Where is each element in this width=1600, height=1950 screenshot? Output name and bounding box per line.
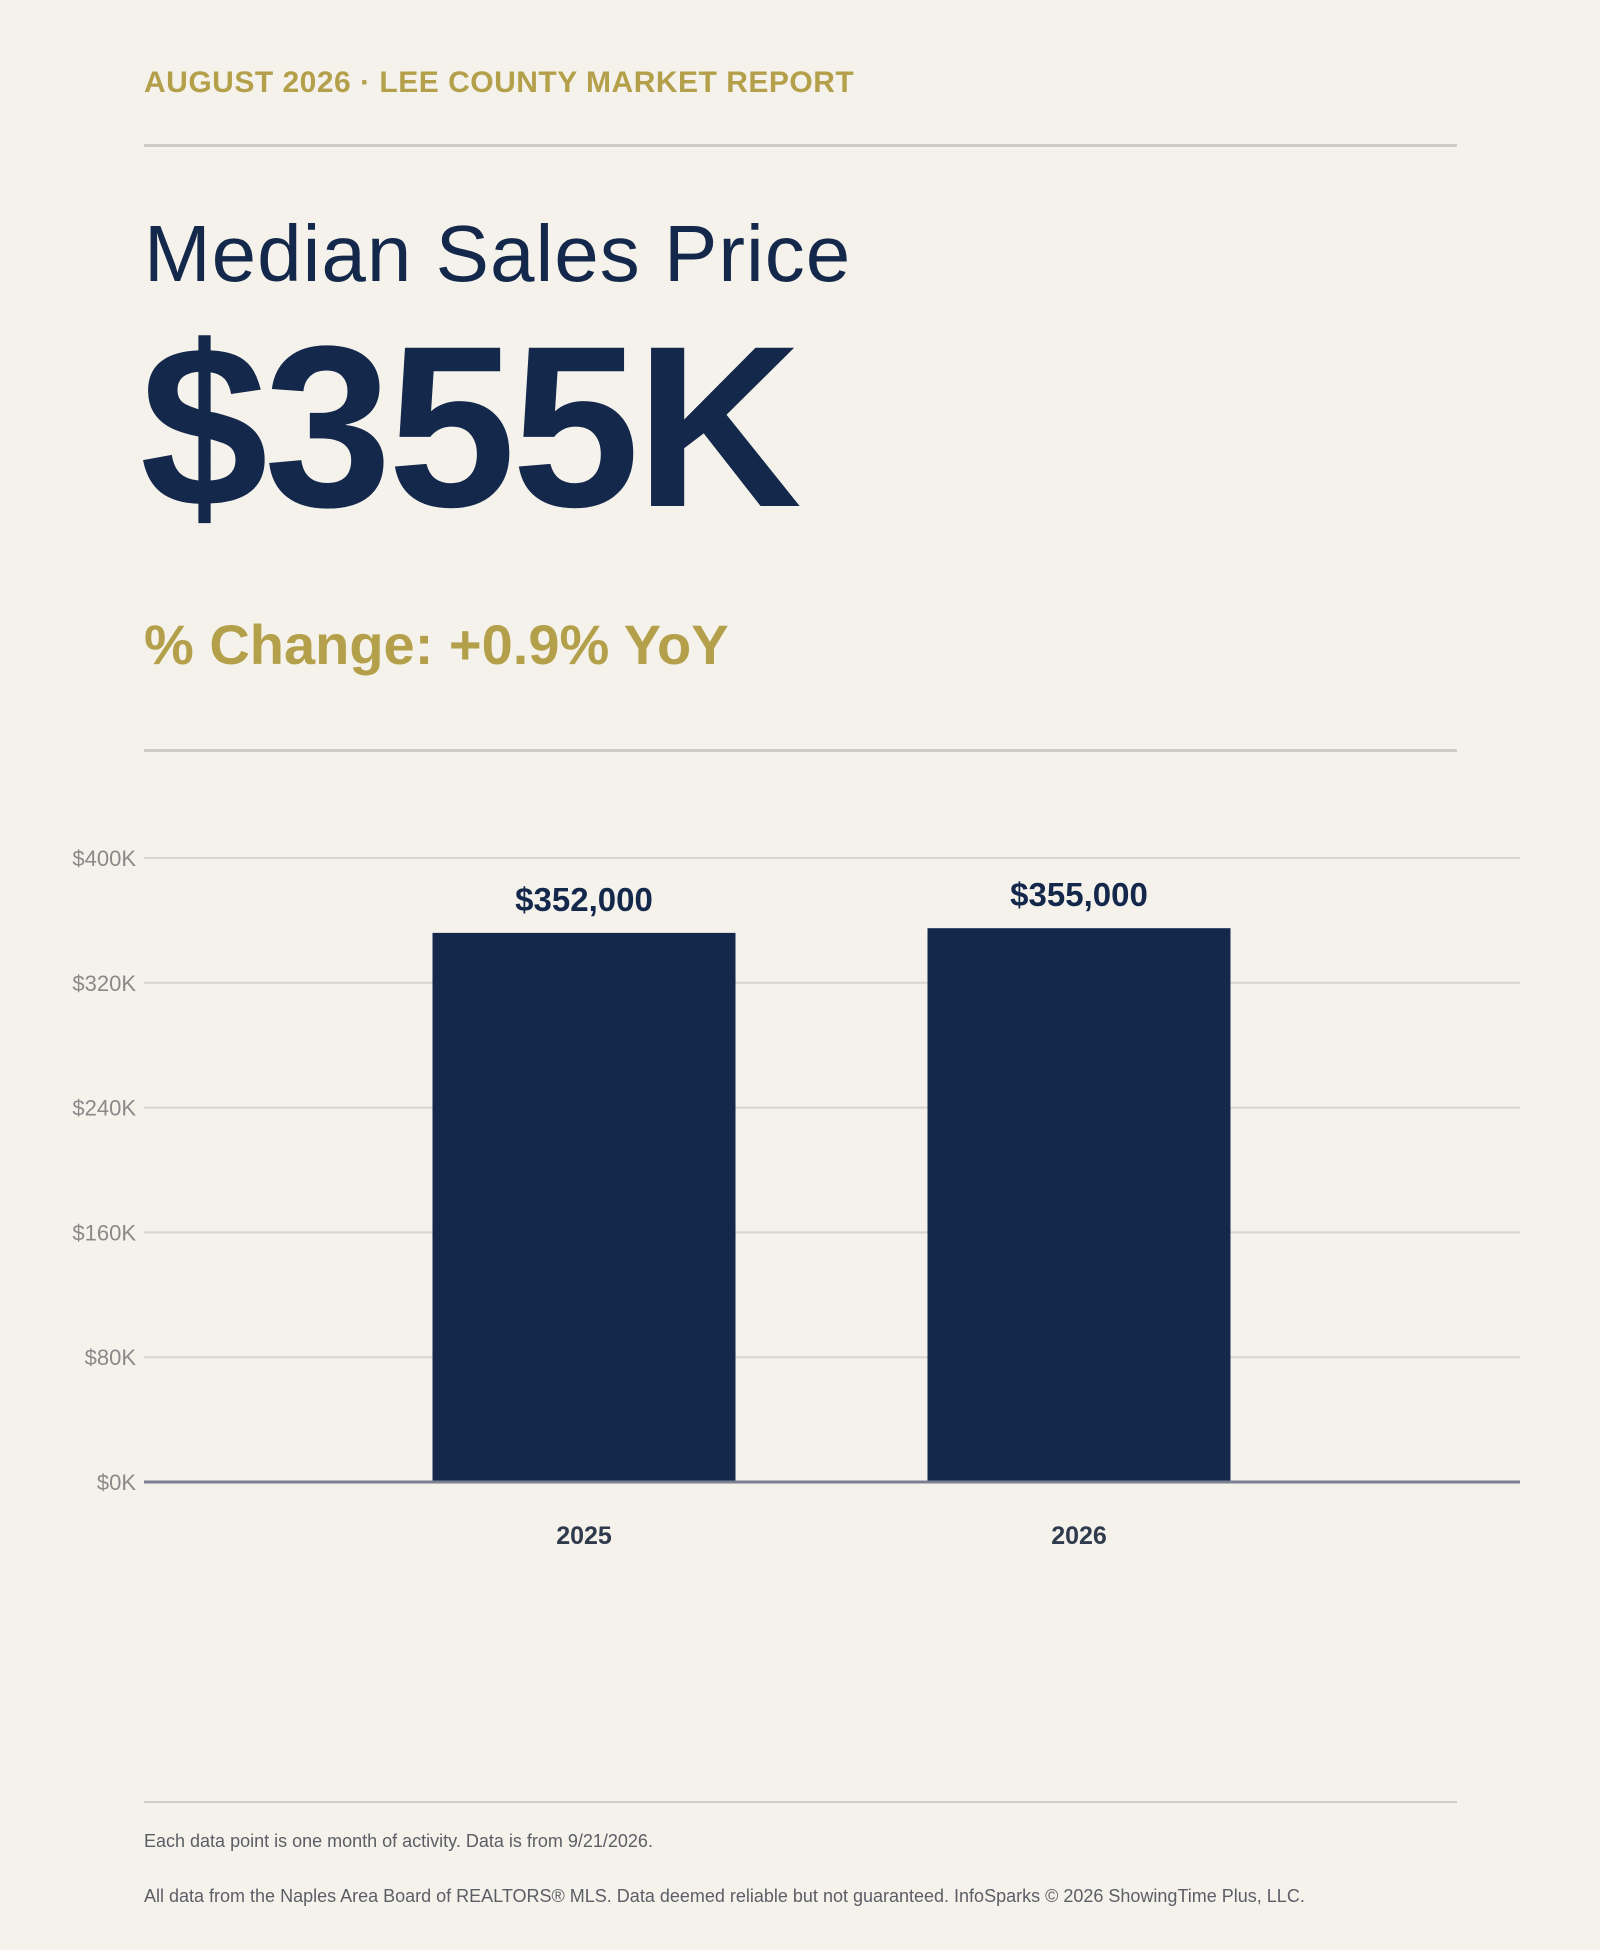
label-layer: $0K $80K $160K $240K $320K $400K $352,000 2025 $… xyxy=(72,846,1520,1550)
y-tick-label: $0K xyxy=(97,1470,136,1495)
y-tick-label: $160K xyxy=(72,1220,136,1245)
footnote-source: All data from the Naples Area Board of R… xyxy=(144,1886,1305,1906)
metric-change: % Change: +0.9% YoY xyxy=(144,613,729,676)
footnote-data-note: Each data point is one month of activity… xyxy=(144,1831,653,1851)
y-tick-label: $80K xyxy=(85,1345,137,1370)
bar xyxy=(927,928,1231,1482)
bar-data-label: $352,000 xyxy=(515,881,653,918)
y-tick-label: $400K xyxy=(72,846,136,871)
middle-divider xyxy=(144,749,1457,752)
grid-layer xyxy=(144,857,1520,1359)
y-tick-label: $240K xyxy=(72,1096,136,1121)
report-eyebrow: AUGUST 2026 · LEE COUNTY MARKET REPORT xyxy=(144,66,855,99)
bar-data-label: $355,000 xyxy=(1010,876,1148,913)
metric-value: $355K xyxy=(140,298,802,555)
top-divider xyxy=(144,144,1457,147)
metric-title: Median Sales Price xyxy=(144,209,852,298)
y-tick-label: $320K xyxy=(72,971,136,996)
x-tick-label: 2025 xyxy=(556,1522,612,1550)
x-tick-label: 2026 xyxy=(1051,1522,1107,1550)
bottom-divider xyxy=(144,1801,1457,1803)
bar-layer xyxy=(432,928,1231,1482)
bar xyxy=(432,932,736,1482)
bar-chart: $0K $80K $160K $240K $320K $400K $352,000 2025 $… xyxy=(72,846,1520,1550)
